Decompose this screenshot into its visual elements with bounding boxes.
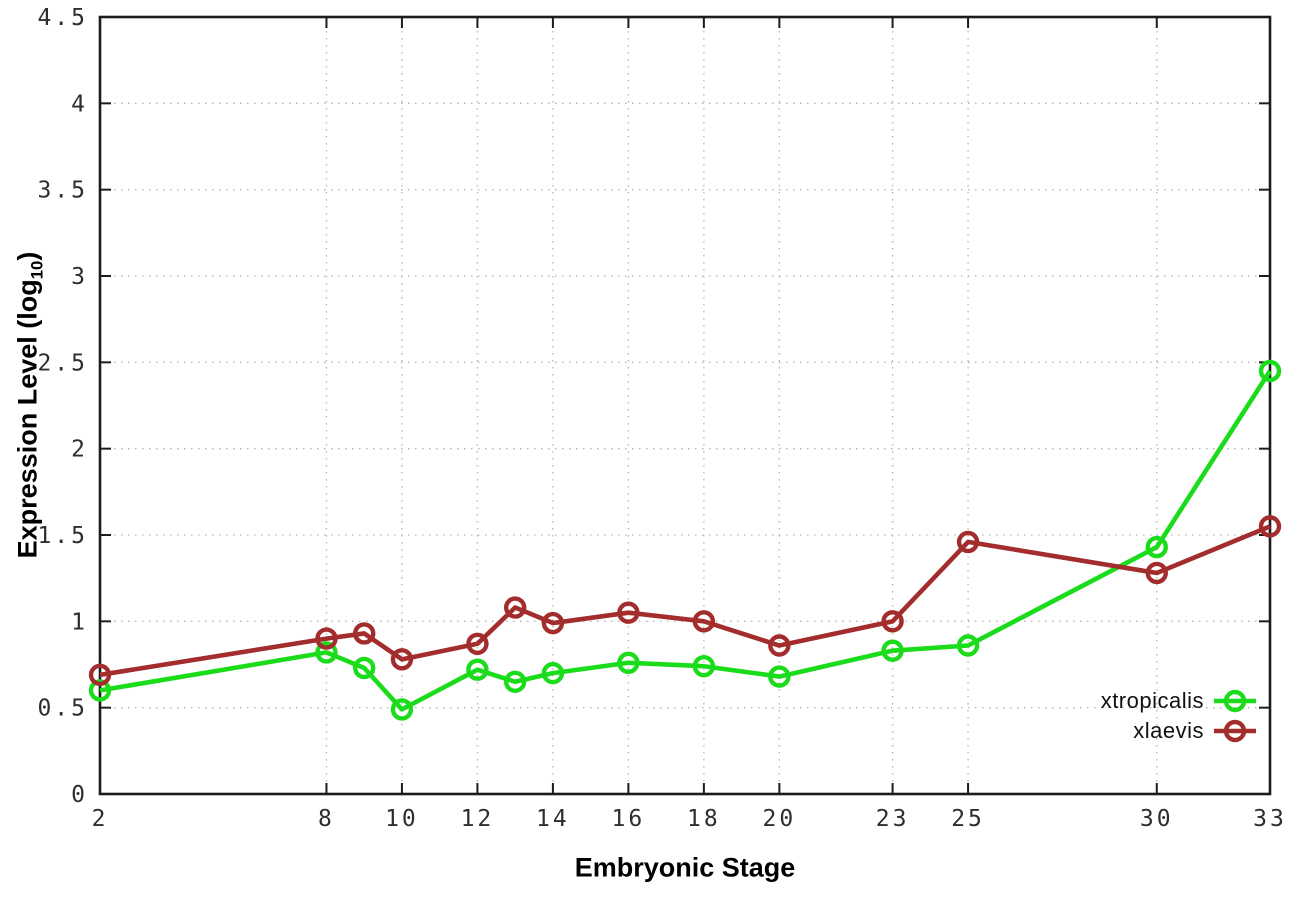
x-tick-label: 10 <box>385 806 419 832</box>
x-tick-label: 23 <box>876 806 910 832</box>
y-tick-label: 3 <box>71 264 88 290</box>
x-axis-title: Embryonic Stage <box>574 852 796 883</box>
legend: xtropicalis xlaevis <box>1101 686 1256 746</box>
data-point-xlaevis <box>768 634 791 657</box>
plot-frame <box>98 15 1272 796</box>
data-point-xlaevis <box>541 611 565 635</box>
data-point-xlaevis <box>466 632 489 655</box>
data-point-xtropicalis <box>881 639 904 662</box>
data-point-xlaevis <box>692 610 716 633</box>
data-point-xtropicalis <box>1258 359 1282 383</box>
data-point-xlaevis <box>956 530 980 554</box>
legend-label-xtropicalis: xtropicalis <box>1100 688 1204 713</box>
y-tick-label: 4.5 <box>37 5 88 31</box>
y-tick-label: 2 <box>71 437 88 463</box>
data-point-xlaevis <box>1258 515 1282 538</box>
data-point-xtropicalis <box>88 679 112 702</box>
y-axis-title-text: Expression Level (log <box>12 279 43 559</box>
data-point-xtropicalis <box>1145 535 1168 559</box>
data-point-xlaevis <box>503 596 527 619</box>
data-point-xlaevis <box>390 648 414 671</box>
x-tick-label: 33 <box>1253 806 1287 832</box>
x-tick-label: 25 <box>951 806 985 832</box>
data-point-xtropicalis <box>390 698 414 721</box>
data-point-xtropicalis <box>541 661 565 685</box>
data-point-xtropicalis <box>315 641 338 664</box>
data-point-xtropicalis <box>352 656 376 680</box>
legend-marker-sample <box>1223 719 1247 743</box>
x-tick-label: 16 <box>612 806 646 832</box>
x-tick-label: 2 <box>92 806 109 832</box>
legend-item-xlaevis: xlaevis <box>1101 716 1256 746</box>
x-tick-label: 18 <box>687 806 721 832</box>
data-point-xlaevis <box>88 663 112 687</box>
y-tick-label: 0.5 <box>37 696 88 722</box>
x-tick-label: 8 <box>318 806 335 832</box>
x-tick-label: 14 <box>536 806 570 832</box>
series-line-xlaevis <box>99 524 1271 678</box>
x-tick-label: 20 <box>763 806 797 832</box>
y-axis-title-suffix: ) <box>12 251 43 261</box>
y-axis-title: Expression Level (log10) <box>13 252 48 559</box>
legend-sample-xlaevis-icon <box>1214 719 1256 743</box>
data-point-xlaevis <box>617 601 640 624</box>
x-tick-label: 30 <box>1140 806 1174 832</box>
y-axis-title-subscript: 10 <box>27 260 47 280</box>
y-tick-label: 2.5 <box>37 350 88 376</box>
y-tick-label: 3.5 <box>37 178 88 204</box>
legend-label-xlaevis: xlaevis <box>1133 718 1204 743</box>
data-point-xtropicalis <box>692 655 716 678</box>
y-tick-label: 0 <box>71 782 88 808</box>
data-point-xtropicalis <box>503 670 527 693</box>
data-point-xlaevis <box>352 622 376 645</box>
data-point-xtropicalis <box>466 658 489 681</box>
data-point-xtropicalis <box>768 665 791 688</box>
x-tick-label: 12 <box>461 806 495 832</box>
data-point-xlaevis <box>315 627 338 650</box>
data-point-xtropicalis <box>956 634 980 657</box>
legend-item-xtropicalis: xtropicalis <box>1101 686 1256 716</box>
legend-sample-xtropicalis-icon <box>1214 689 1256 713</box>
y-tick-label: 4 <box>71 91 88 117</box>
data-point-xlaevis <box>881 610 904 633</box>
data-point-xtropicalis <box>617 651 640 674</box>
series-line-xtropicalis <box>99 369 1272 712</box>
y-tick-label: 1 <box>71 609 88 635</box>
legend-marker-sample <box>1223 689 1247 713</box>
y-tick-label: 1.5 <box>37 523 88 549</box>
data-point-xlaevis <box>1145 561 1168 585</box>
